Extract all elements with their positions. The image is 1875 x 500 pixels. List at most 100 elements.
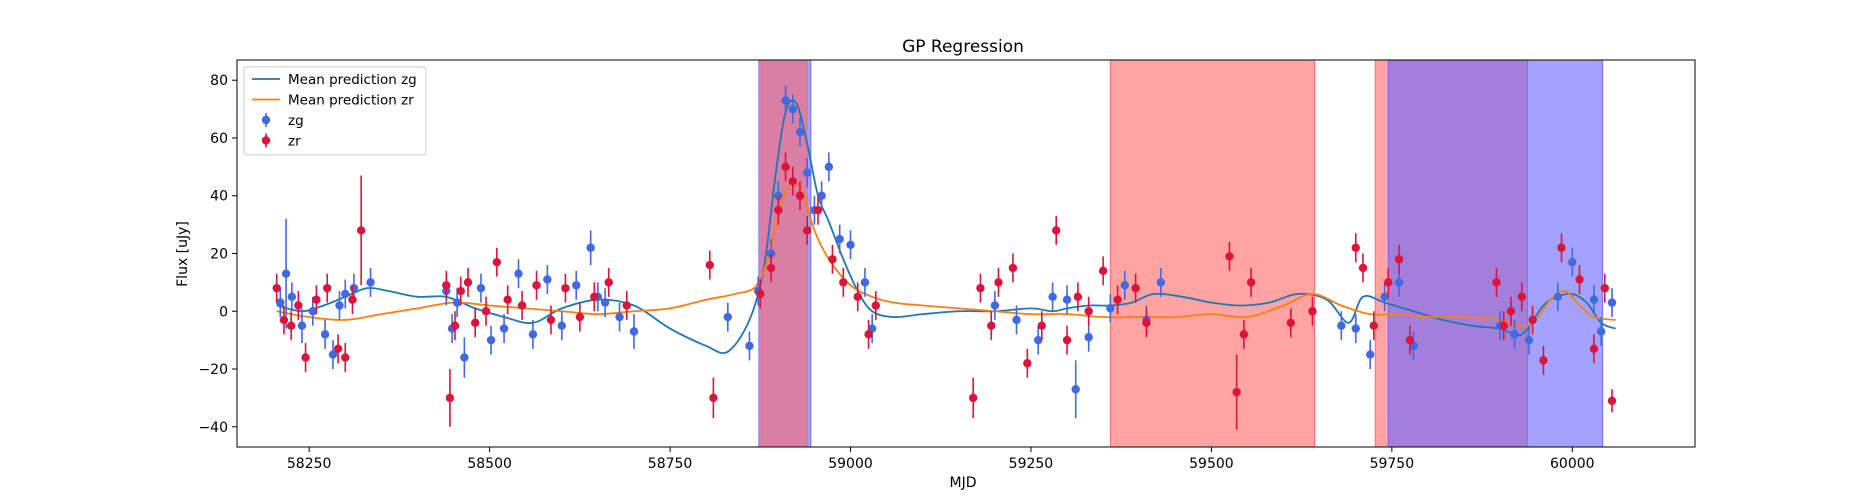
- point-zr: [348, 295, 357, 304]
- point-zg: [499, 324, 509, 333]
- point-zg: [600, 298, 610, 307]
- point-zr: [323, 283, 332, 293]
- point-zr: [756, 289, 765, 299]
- point-zg: [308, 307, 317, 316]
- shaded-regions: [758, 59, 1604, 448]
- point-zg: [990, 301, 1000, 310]
- point-zg: [328, 350, 338, 359]
- point-zr: [781, 162, 790, 172]
- point-zr: [1384, 278, 1393, 287]
- point-zr: [1607, 396, 1617, 405]
- point-zg: [824, 162, 834, 172]
- point-zr: [803, 226, 812, 235]
- point-zg: [781, 96, 790, 105]
- point-zr: [456, 286, 465, 296]
- point-zg: [788, 104, 797, 114]
- point-zr: [1073, 292, 1083, 302]
- x-tick-label: 59000: [828, 456, 873, 472]
- y-tick-label: 40: [210, 189, 228, 205]
- point-zg: [335, 301, 344, 310]
- point-zg: [817, 191, 826, 200]
- point-zg: [276, 298, 285, 307]
- point-zg: [1071, 385, 1080, 394]
- point-zg: [1394, 278, 1404, 287]
- point-zg: [745, 341, 754, 351]
- point-zr: [622, 301, 631, 310]
- point-zr: [1023, 359, 1032, 368]
- point-zr: [294, 301, 303, 310]
- point-zr: [1528, 315, 1537, 325]
- point-zr: [1575, 275, 1584, 284]
- x-tick-label: 58500: [467, 456, 512, 472]
- plot-series: [272, 85, 1617, 430]
- x-tick-label: 60000: [1550, 456, 1595, 472]
- point-zr: [853, 292, 862, 302]
- point-zr: [1369, 321, 1379, 330]
- y-tick-label: −20: [198, 362, 228, 378]
- point-zg: [452, 298, 462, 307]
- point-zg: [281, 269, 291, 278]
- point-zg: [514, 269, 523, 278]
- y-tick-label: 60: [210, 131, 228, 147]
- point-zr: [864, 330, 873, 339]
- point-zr: [795, 191, 805, 200]
- point-zr: [450, 321, 460, 330]
- point-zg: [1596, 327, 1606, 336]
- point-zr: [312, 295, 321, 304]
- point-zr: [1239, 330, 1249, 339]
- point-zg: [615, 312, 624, 322]
- point-zg: [1380, 292, 1389, 302]
- x-axis: 58250 58500 58750 59000 59250 59500 59750 60000: [287, 447, 1595, 472]
- x-tick-label: 59500: [1189, 456, 1234, 472]
- point-zr: [503, 295, 512, 304]
- shaded-region-zg: [1387, 59, 1604, 448]
- point-zg: [1589, 295, 1599, 304]
- point-zr: [1492, 278, 1501, 287]
- point-zg: [1048, 292, 1057, 302]
- point-zr: [1225, 252, 1234, 261]
- point-zr: [470, 318, 480, 328]
- point-zr: [532, 281, 541, 290]
- point-zr: [590, 292, 599, 302]
- y-axis: −40 −20 0 20 40 60 80: [198, 73, 237, 436]
- point-zg: [1033, 335, 1043, 345]
- point-zr: [546, 315, 556, 325]
- point-zr: [871, 301, 880, 310]
- point-zr: [987, 321, 996, 330]
- point-zg: [803, 168, 812, 177]
- legend-swatch-marker: [261, 115, 271, 125]
- point-zg: [572, 281, 581, 290]
- point-zr: [1600, 283, 1609, 293]
- x-tick-label: 58250: [287, 456, 332, 472]
- point-zr: [1394, 255, 1404, 264]
- point-zg: [860, 278, 870, 287]
- point-zr: [604, 278, 613, 287]
- legend-label: zg: [288, 113, 304, 129]
- point-zg: [1084, 333, 1093, 342]
- point-zr: [1062, 335, 1072, 345]
- point-zr: [1098, 266, 1108, 276]
- legend-label: zr: [288, 134, 301, 150]
- point-zr: [994, 278, 1003, 287]
- point-zr: [774, 205, 783, 215]
- point-zr: [1131, 283, 1140, 293]
- point-zr: [1246, 278, 1256, 287]
- point-zr: [1037, 321, 1046, 330]
- point-zg: [1553, 292, 1563, 302]
- y-tick-label: 80: [210, 73, 228, 89]
- y-tick-label: −40: [198, 420, 228, 436]
- legend-label: Mean prediction zr: [288, 93, 414, 109]
- point-zr: [1084, 307, 1093, 316]
- point-zg: [528, 330, 538, 339]
- point-zg: [287, 292, 297, 302]
- point-zr: [1589, 344, 1599, 354]
- point-zg: [795, 128, 805, 137]
- x-axis-label: MJD: [950, 475, 977, 491]
- point-zg: [629, 327, 639, 336]
- point-zr: [301, 353, 310, 362]
- point-zr: [445, 393, 455, 403]
- point-zg: [1337, 321, 1346, 330]
- y-axis-label: Flux [uJy]: [175, 221, 191, 287]
- point-zg: [1351, 324, 1360, 333]
- point-zr: [788, 177, 797, 186]
